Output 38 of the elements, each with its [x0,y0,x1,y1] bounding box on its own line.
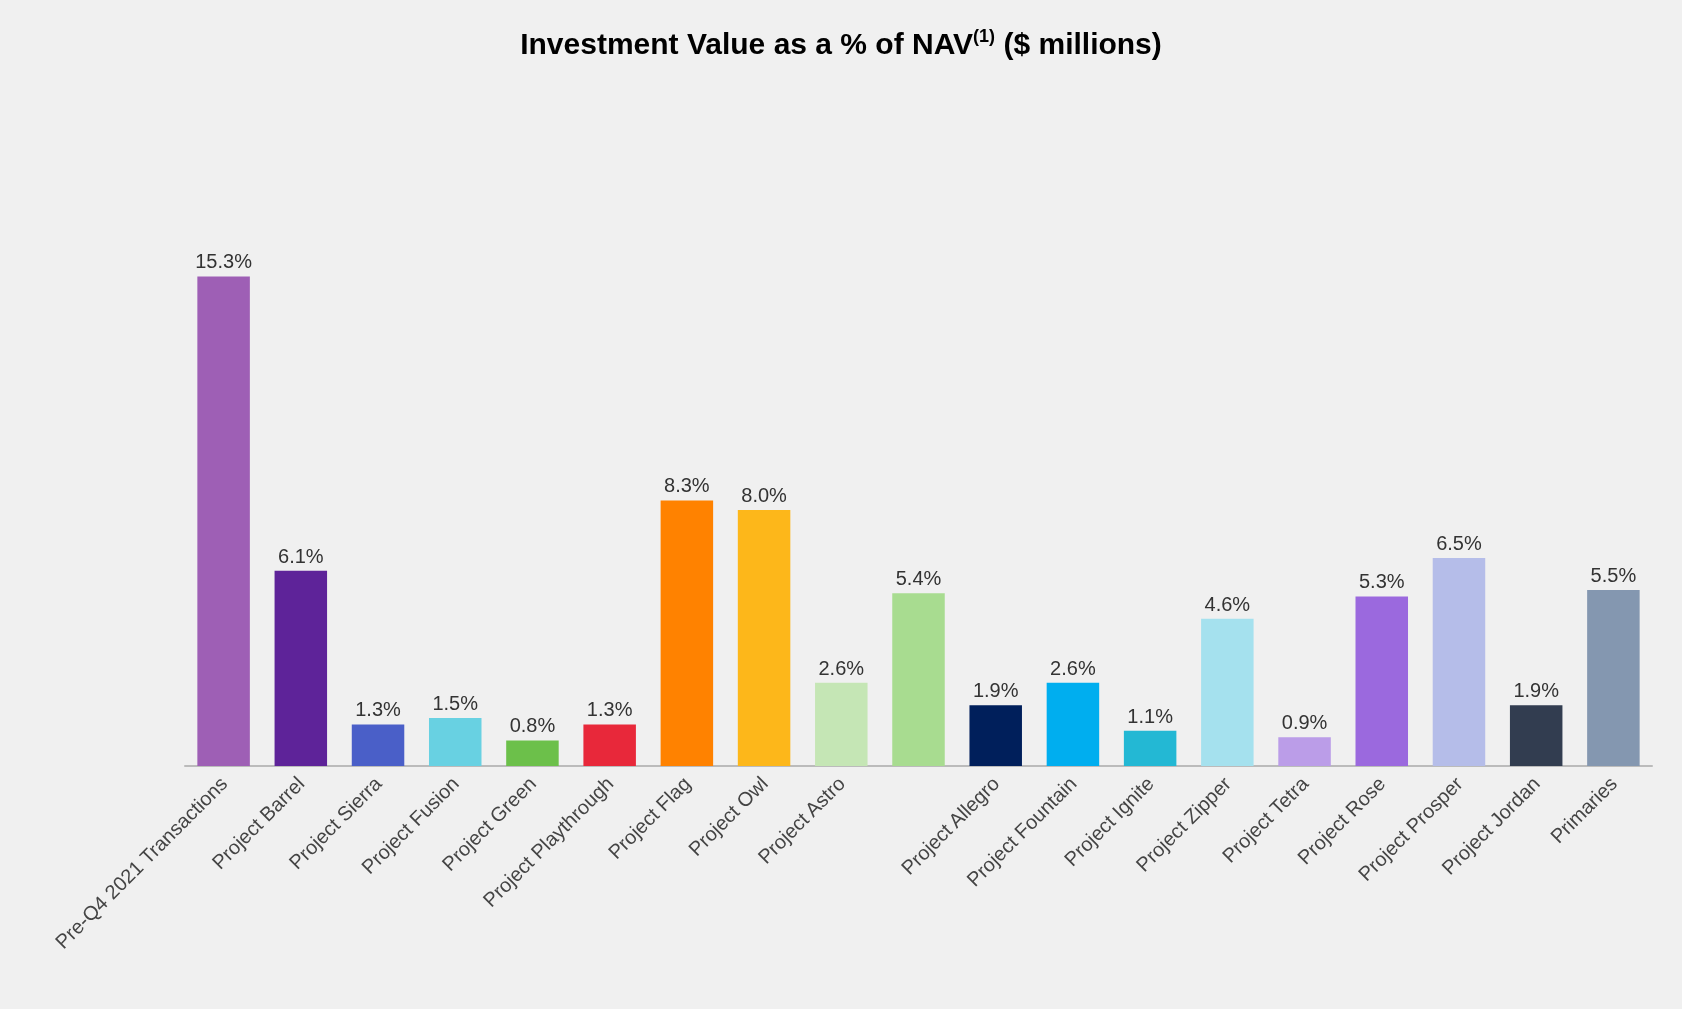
bar [1278,737,1331,766]
data-label: 2.6% [1050,656,1096,679]
bar [197,276,250,766]
bar [892,593,945,766]
bar [1355,596,1409,766]
data-label: 4.6% [1204,592,1251,615]
data-label: 6.5% [1436,532,1482,554]
data-label: 0.8% [509,714,556,737]
bar [274,570,328,766]
data-label: 1.1% [1127,704,1174,727]
bar [815,682,868,766]
data-label: 1.9% [1513,679,1560,702]
data-label: 6.1% [278,544,324,567]
data-label: 1.5% [432,692,479,714]
data-label: 8.0% [741,484,788,506]
data-label: 5.3% [1358,570,1405,593]
data-label: 2.6% [818,656,865,679]
bar [1201,618,1254,766]
data-label: 15.3% [195,250,253,273]
data-label: 1.3% [586,698,633,721]
bar [660,500,714,766]
data-label: 5.4% [895,567,942,590]
bar [1123,730,1177,766]
bar [428,718,482,766]
bar [1509,705,1563,766]
data-label: 0.9% [1281,711,1328,734]
bar [583,724,636,766]
data-label: 1.3% [355,698,402,721]
data-label: 5.5% [1590,564,1637,586]
bar [1432,558,1486,766]
data-label: 1.9% [972,679,1019,702]
data-label: 8.3% [664,474,710,497]
bar [351,724,405,766]
bar [1587,590,1640,766]
bar [737,510,791,766]
bar [969,705,1022,766]
bar [506,740,559,766]
bar [1046,682,1100,766]
